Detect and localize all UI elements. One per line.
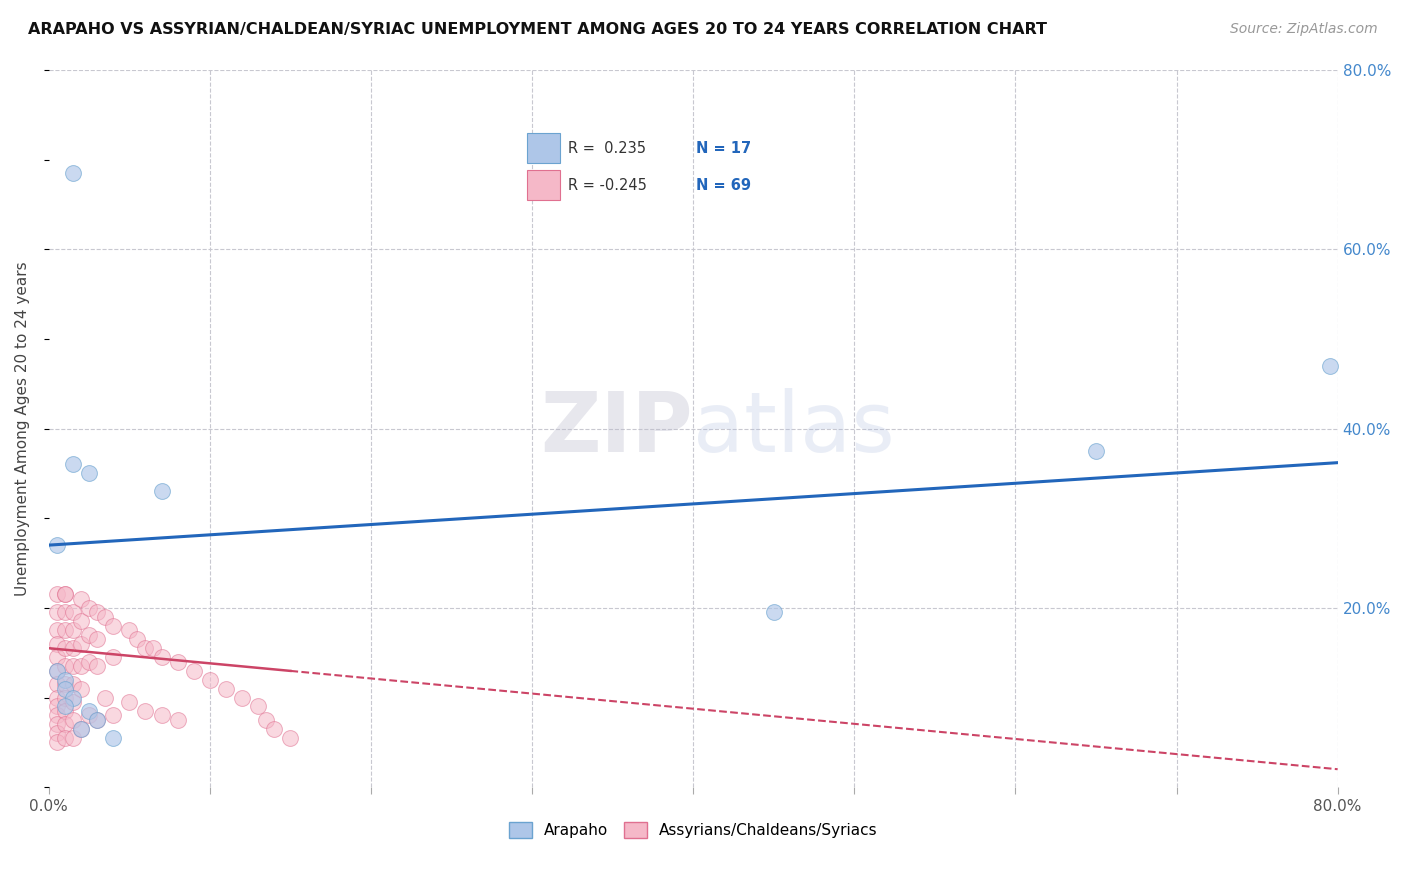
Point bbox=[86, 605, 108, 619]
Point bbox=[62, 624, 84, 638]
Text: atlas: atlas bbox=[693, 388, 896, 469]
Point bbox=[45, 637, 67, 651]
Point bbox=[53, 704, 76, 718]
Point bbox=[45, 587, 67, 601]
Point bbox=[1084, 444, 1107, 458]
Point bbox=[70, 591, 93, 606]
Point bbox=[166, 713, 188, 727]
Y-axis label: Unemployment Among Ages 20 to 24 years: Unemployment Among Ages 20 to 24 years bbox=[15, 261, 30, 596]
Point bbox=[118, 695, 141, 709]
Point bbox=[45, 726, 67, 740]
Point bbox=[103, 708, 125, 723]
Point bbox=[70, 659, 93, 673]
Point bbox=[215, 681, 238, 696]
Point bbox=[86, 632, 108, 647]
Text: ARAPAHO VS ASSYRIAN/CHALDEAN/SYRIAC UNEMPLOYMENT AMONG AGES 20 TO 24 YEARS CORRE: ARAPAHO VS ASSYRIAN/CHALDEAN/SYRIAC UNEM… bbox=[28, 22, 1047, 37]
Text: N = 69: N = 69 bbox=[696, 178, 751, 193]
Point bbox=[103, 731, 125, 745]
Text: R = -0.245: R = -0.245 bbox=[568, 178, 647, 193]
Point bbox=[142, 641, 165, 656]
Point bbox=[45, 735, 67, 749]
Point bbox=[62, 731, 84, 745]
Point bbox=[45, 677, 67, 691]
Bar bbox=[527, 170, 560, 201]
Point bbox=[127, 632, 149, 647]
Point bbox=[62, 690, 84, 705]
Point bbox=[77, 628, 100, 642]
Point bbox=[53, 699, 76, 714]
Point bbox=[45, 699, 67, 714]
Point bbox=[45, 690, 67, 705]
Point bbox=[45, 708, 67, 723]
Point bbox=[280, 731, 302, 745]
Point bbox=[62, 677, 84, 691]
Point bbox=[53, 690, 76, 705]
Point bbox=[53, 605, 76, 619]
Point bbox=[77, 467, 100, 481]
Point bbox=[45, 664, 67, 678]
Point bbox=[53, 681, 76, 696]
Point bbox=[62, 713, 84, 727]
Point bbox=[762, 605, 785, 619]
Text: R =  0.235: R = 0.235 bbox=[568, 141, 645, 156]
Point bbox=[53, 624, 76, 638]
Point bbox=[86, 713, 108, 727]
Point bbox=[45, 624, 67, 638]
Point bbox=[77, 704, 100, 718]
Legend: Arapaho, Assyrians/Chaldeans/Syriacs: Arapaho, Assyrians/Chaldeans/Syriacs bbox=[503, 816, 883, 844]
Point bbox=[247, 699, 270, 714]
Point bbox=[62, 458, 84, 472]
Point bbox=[53, 673, 76, 687]
Point bbox=[70, 681, 93, 696]
Bar bbox=[527, 133, 560, 163]
Point bbox=[103, 650, 125, 665]
Point bbox=[118, 624, 141, 638]
Text: N = 17: N = 17 bbox=[696, 141, 751, 156]
Point bbox=[77, 708, 100, 723]
Point bbox=[70, 722, 93, 736]
Point bbox=[198, 673, 221, 687]
Point bbox=[86, 659, 108, 673]
Point bbox=[134, 641, 156, 656]
Point bbox=[45, 664, 67, 678]
Point bbox=[166, 655, 188, 669]
Point bbox=[86, 713, 108, 727]
Point bbox=[1319, 359, 1341, 373]
Point bbox=[77, 655, 100, 669]
Point bbox=[150, 484, 173, 499]
Point bbox=[231, 690, 253, 705]
Point bbox=[45, 605, 67, 619]
Text: Source: ZipAtlas.com: Source: ZipAtlas.com bbox=[1230, 22, 1378, 37]
Point bbox=[70, 615, 93, 629]
Point bbox=[70, 722, 93, 736]
Point bbox=[53, 587, 76, 601]
Point bbox=[94, 690, 117, 705]
Point bbox=[103, 619, 125, 633]
Point bbox=[77, 600, 100, 615]
Point bbox=[150, 650, 173, 665]
Point bbox=[53, 677, 76, 691]
Point bbox=[134, 704, 156, 718]
Point bbox=[62, 659, 84, 673]
Point bbox=[53, 641, 76, 656]
Point bbox=[62, 695, 84, 709]
Point bbox=[53, 659, 76, 673]
Point bbox=[183, 664, 205, 678]
Point bbox=[45, 717, 67, 731]
Point bbox=[150, 708, 173, 723]
Point bbox=[53, 731, 76, 745]
Point bbox=[62, 641, 84, 656]
Point bbox=[53, 717, 76, 731]
Text: ZIP: ZIP bbox=[541, 388, 693, 469]
Point bbox=[45, 538, 67, 552]
Point bbox=[94, 610, 117, 624]
Point bbox=[62, 605, 84, 619]
Point bbox=[53, 587, 76, 601]
Point bbox=[45, 650, 67, 665]
Point bbox=[70, 637, 93, 651]
Point bbox=[263, 722, 285, 736]
Point bbox=[254, 713, 277, 727]
Point bbox=[62, 166, 84, 180]
